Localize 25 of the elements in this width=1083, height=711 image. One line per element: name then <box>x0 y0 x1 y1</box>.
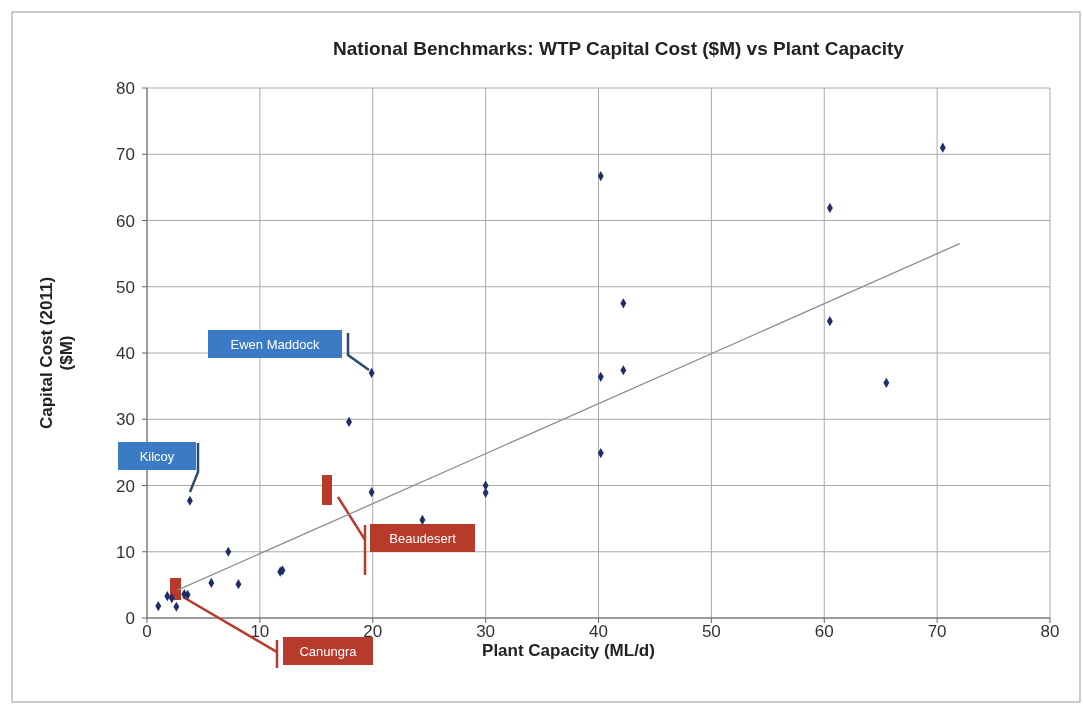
annotation: Ewen Maddock <box>230 337 320 352</box>
y-tick-label: 40 <box>116 344 135 363</box>
y-tick-label: 0 <box>125 609 135 628</box>
chart-title: National Benchmarks: WTP Capital Cost ($M) vs Plant Capacity <box>333 38 905 59</box>
x-tick-label: 50 <box>701 622 721 641</box>
x-tick-label: 70 <box>927 622 947 641</box>
y-axis-title: Capital Cost (2011) ($M) <box>37 276 76 430</box>
text: Canungra <box>299 644 358 659</box>
x-tick-label: 80 <box>1040 622 1060 641</box>
x-tick-label: 10 <box>250 622 270 641</box>
y-tick-label: 60 <box>116 211 135 231</box>
x-tick-label: 60 <box>814 622 834 641</box>
x-tick-label: 40 <box>589 622 608 641</box>
y-tick-label: 50 <box>116 277 135 297</box>
x-tick-label: 30 <box>476 622 496 641</box>
y-tick-label: 70 <box>116 145 135 165</box>
y-tick-label: 30 <box>116 410 135 430</box>
annotation: Kilcoy <box>139 449 175 464</box>
x-tick-label: 0 <box>142 622 152 641</box>
annotation: Beaudesert <box>389 531 457 546</box>
x-tick-label: 20 <box>363 622 383 641</box>
y-tick-label: 80 <box>116 79 135 98</box>
y-tick-label: 20 <box>116 476 135 496</box>
x-axis-title: Plant Capacity (ML/d) <box>482 641 655 660</box>
y-tick-label: 10 <box>116 542 135 562</box>
